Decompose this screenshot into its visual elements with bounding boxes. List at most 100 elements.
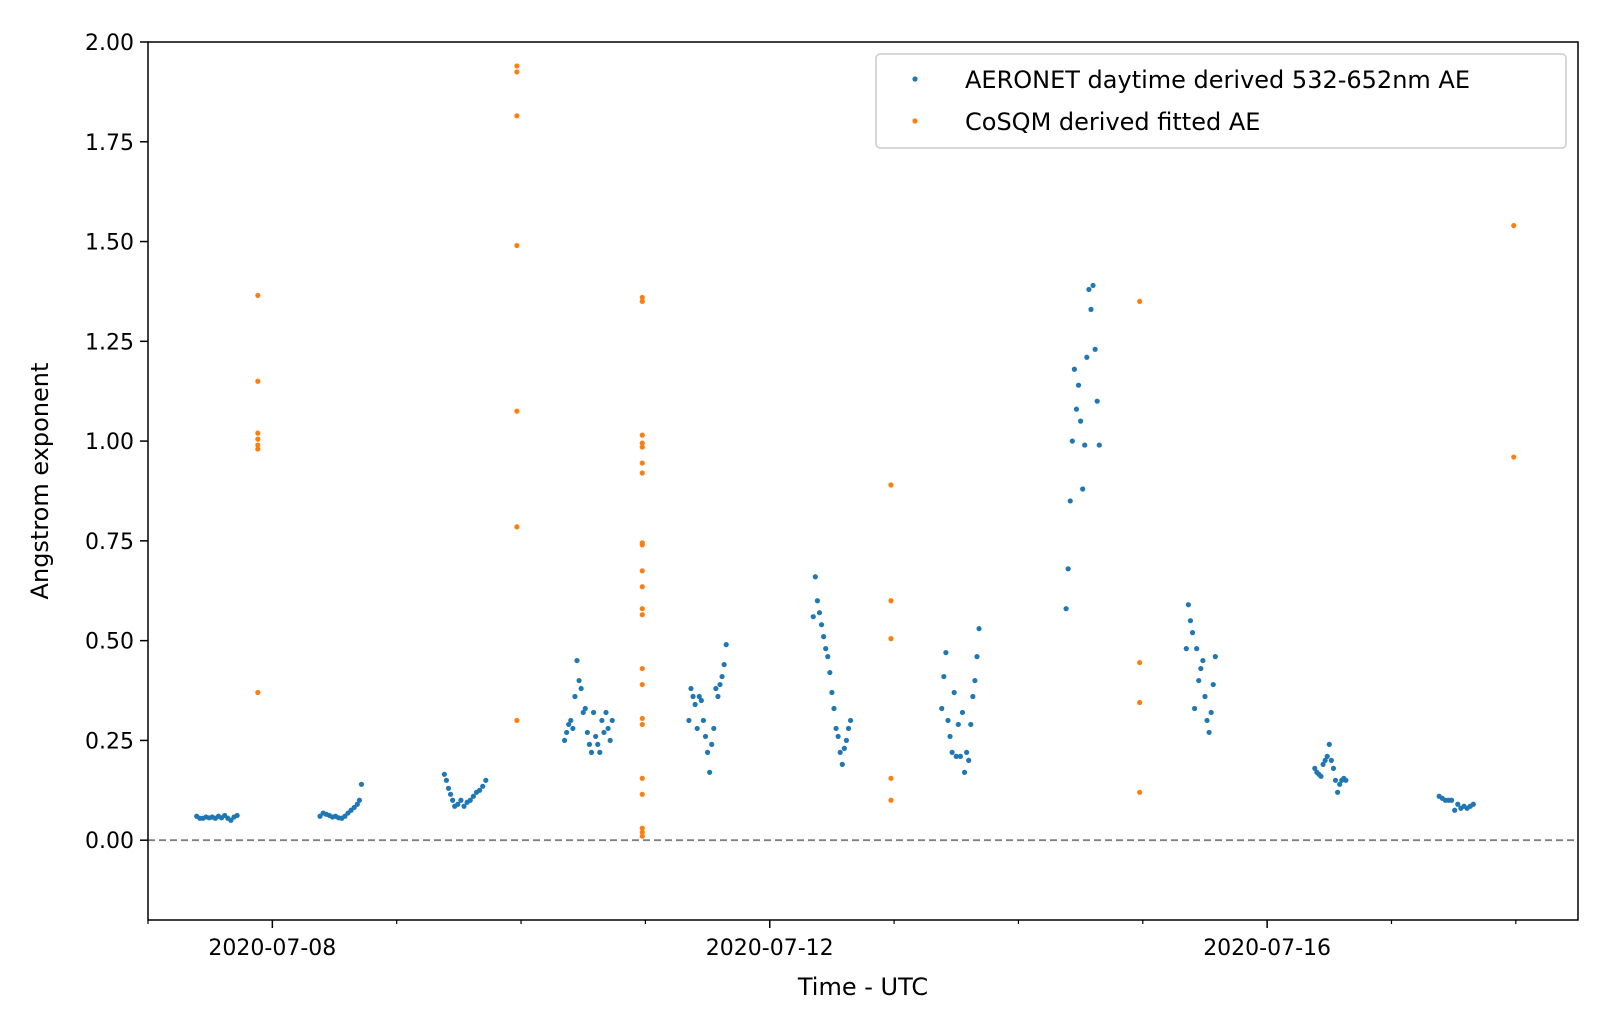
aeronet-data-point (586, 741, 593, 748)
aeronet-data-point (351, 804, 357, 811)
y-tick-label: 0.00 (85, 829, 134, 854)
aeronet-data-point (445, 785, 452, 791)
data-points-layer (194, 63, 1517, 839)
cosqm-data-point (255, 378, 261, 384)
aeronet-data-point (1080, 486, 1086, 492)
cosqm-data-point (639, 294, 645, 301)
aeronet-data-point (607, 737, 613, 744)
cosqm-data-point (1137, 659, 1143, 666)
aeronet-data-point (711, 725, 717, 732)
aeronet-data-point (1063, 606, 1069, 612)
aeronet-data-point (593, 733, 599, 740)
aeronet-data-point (847, 717, 854, 724)
cosqm-data-point (514, 113, 520, 119)
aeronet-data-point (1448, 797, 1455, 803)
aeronet-data-point (966, 757, 972, 763)
y-tick-label: 1.25 (85, 330, 134, 355)
aeronet-data-point (599, 717, 605, 724)
cosqm-data-point (1511, 222, 1517, 229)
cosqm-data-point (639, 833, 645, 839)
cosqm-data-point (639, 568, 645, 574)
aeronet-data-point (845, 725, 852, 732)
cosqm-data-point (639, 775, 645, 781)
cosqm-data-point (639, 584, 645, 590)
aeronet-data-point (568, 717, 574, 724)
y-tick-label: 1.50 (85, 231, 134, 256)
aeronet-data-point (964, 749, 970, 755)
cosqm-data-point (255, 446, 261, 452)
aeronet-data-point (597, 749, 603, 755)
aeronet-data-point (358, 781, 365, 787)
aeronet-data-point (1189, 630, 1196, 636)
aeronet-data-point (584, 729, 590, 736)
aeronet-data-point (959, 709, 966, 716)
cosqm-data-point (1137, 298, 1143, 305)
plot-area-frame (147, 41, 1579, 921)
aeronet-data-point (949, 749, 955, 755)
aeronet-data-point (953, 753, 959, 759)
aeronet-data-point (947, 733, 953, 740)
aeronet-data-point (939, 705, 945, 712)
aeronet-data-point (688, 685, 694, 692)
aeronet-data-point (1326, 741, 1332, 748)
cosqm-data-point (255, 689, 261, 696)
aeronet-data-point (1075, 382, 1082, 388)
aeronet-data-point (356, 797, 362, 803)
aeronet-data-point (713, 685, 719, 692)
aeronet-data-point (1204, 717, 1210, 724)
cosqm-data-point (639, 298, 645, 305)
aeronet-data-point (1324, 753, 1330, 759)
aeronet-data-point (970, 693, 976, 700)
cosqm-data-point (888, 636, 894, 642)
aeronet-data-point (576, 677, 582, 684)
cosqm-data-point (639, 470, 645, 476)
aeronet-data-point (941, 673, 947, 680)
aeronet-data-point (1082, 442, 1088, 448)
aeronet-data-point (1212, 654, 1218, 660)
aeronet-data-point (686, 717, 692, 724)
aeronet-data-point (810, 614, 816, 620)
aeronet-data-point (955, 721, 961, 728)
aeronet-data-point (566, 721, 572, 728)
aeronet-data-point (1194, 646, 1200, 652)
aeronet-data-point (961, 769, 968, 775)
aeronet-data-point (972, 677, 978, 684)
aeronet-data-point (1067, 498, 1073, 504)
aeronet-data-point (837, 749, 843, 755)
aeronet-data-point (480, 783, 486, 789)
aeronet-data-point (582, 705, 588, 712)
aeronet-data-point (450, 797, 456, 803)
aeronet-data-point (234, 812, 240, 819)
cosqm-data-point (514, 69, 520, 75)
y-tick-label: 2.00 (85, 31, 134, 56)
legend-marker-aeronet (912, 76, 918, 82)
aeronet-data-point (317, 813, 323, 819)
cosqm-data-point (1137, 789, 1143, 795)
aeronet-data-point (818, 622, 825, 628)
aeronet-data-point (976, 626, 982, 632)
aeronet-data-point (957, 753, 964, 759)
aeronet-data-point (1210, 681, 1216, 688)
y-tick-label: 1.75 (85, 131, 134, 156)
aeronet-data-point (704, 749, 711, 755)
aeronet-data-point (483, 777, 489, 783)
aeronet-data-point (702, 733, 709, 740)
aeronet-data-point (1202, 693, 1208, 700)
cosqm-data-point (639, 825, 645, 831)
x-tick-label: 2020-07-08 (208, 936, 336, 961)
aeronet-data-point (354, 801, 360, 807)
aeronet-data-point (945, 717, 951, 724)
aeronet-data-point (461, 803, 467, 809)
aeronet-data-point (831, 705, 837, 712)
aeronet-data-point (816, 610, 823, 616)
aeronet-data-point (1328, 757, 1334, 763)
aeronet-data-point (1078, 418, 1084, 424)
aeronet-data-point (694, 725, 700, 732)
aeronet-data-point (1320, 761, 1326, 767)
aeronet-data-point (1183, 646, 1189, 652)
aeronet-data-point (1334, 789, 1341, 795)
aeronet-data-point (1086, 286, 1092, 293)
aeronet-data-point (951, 689, 957, 696)
